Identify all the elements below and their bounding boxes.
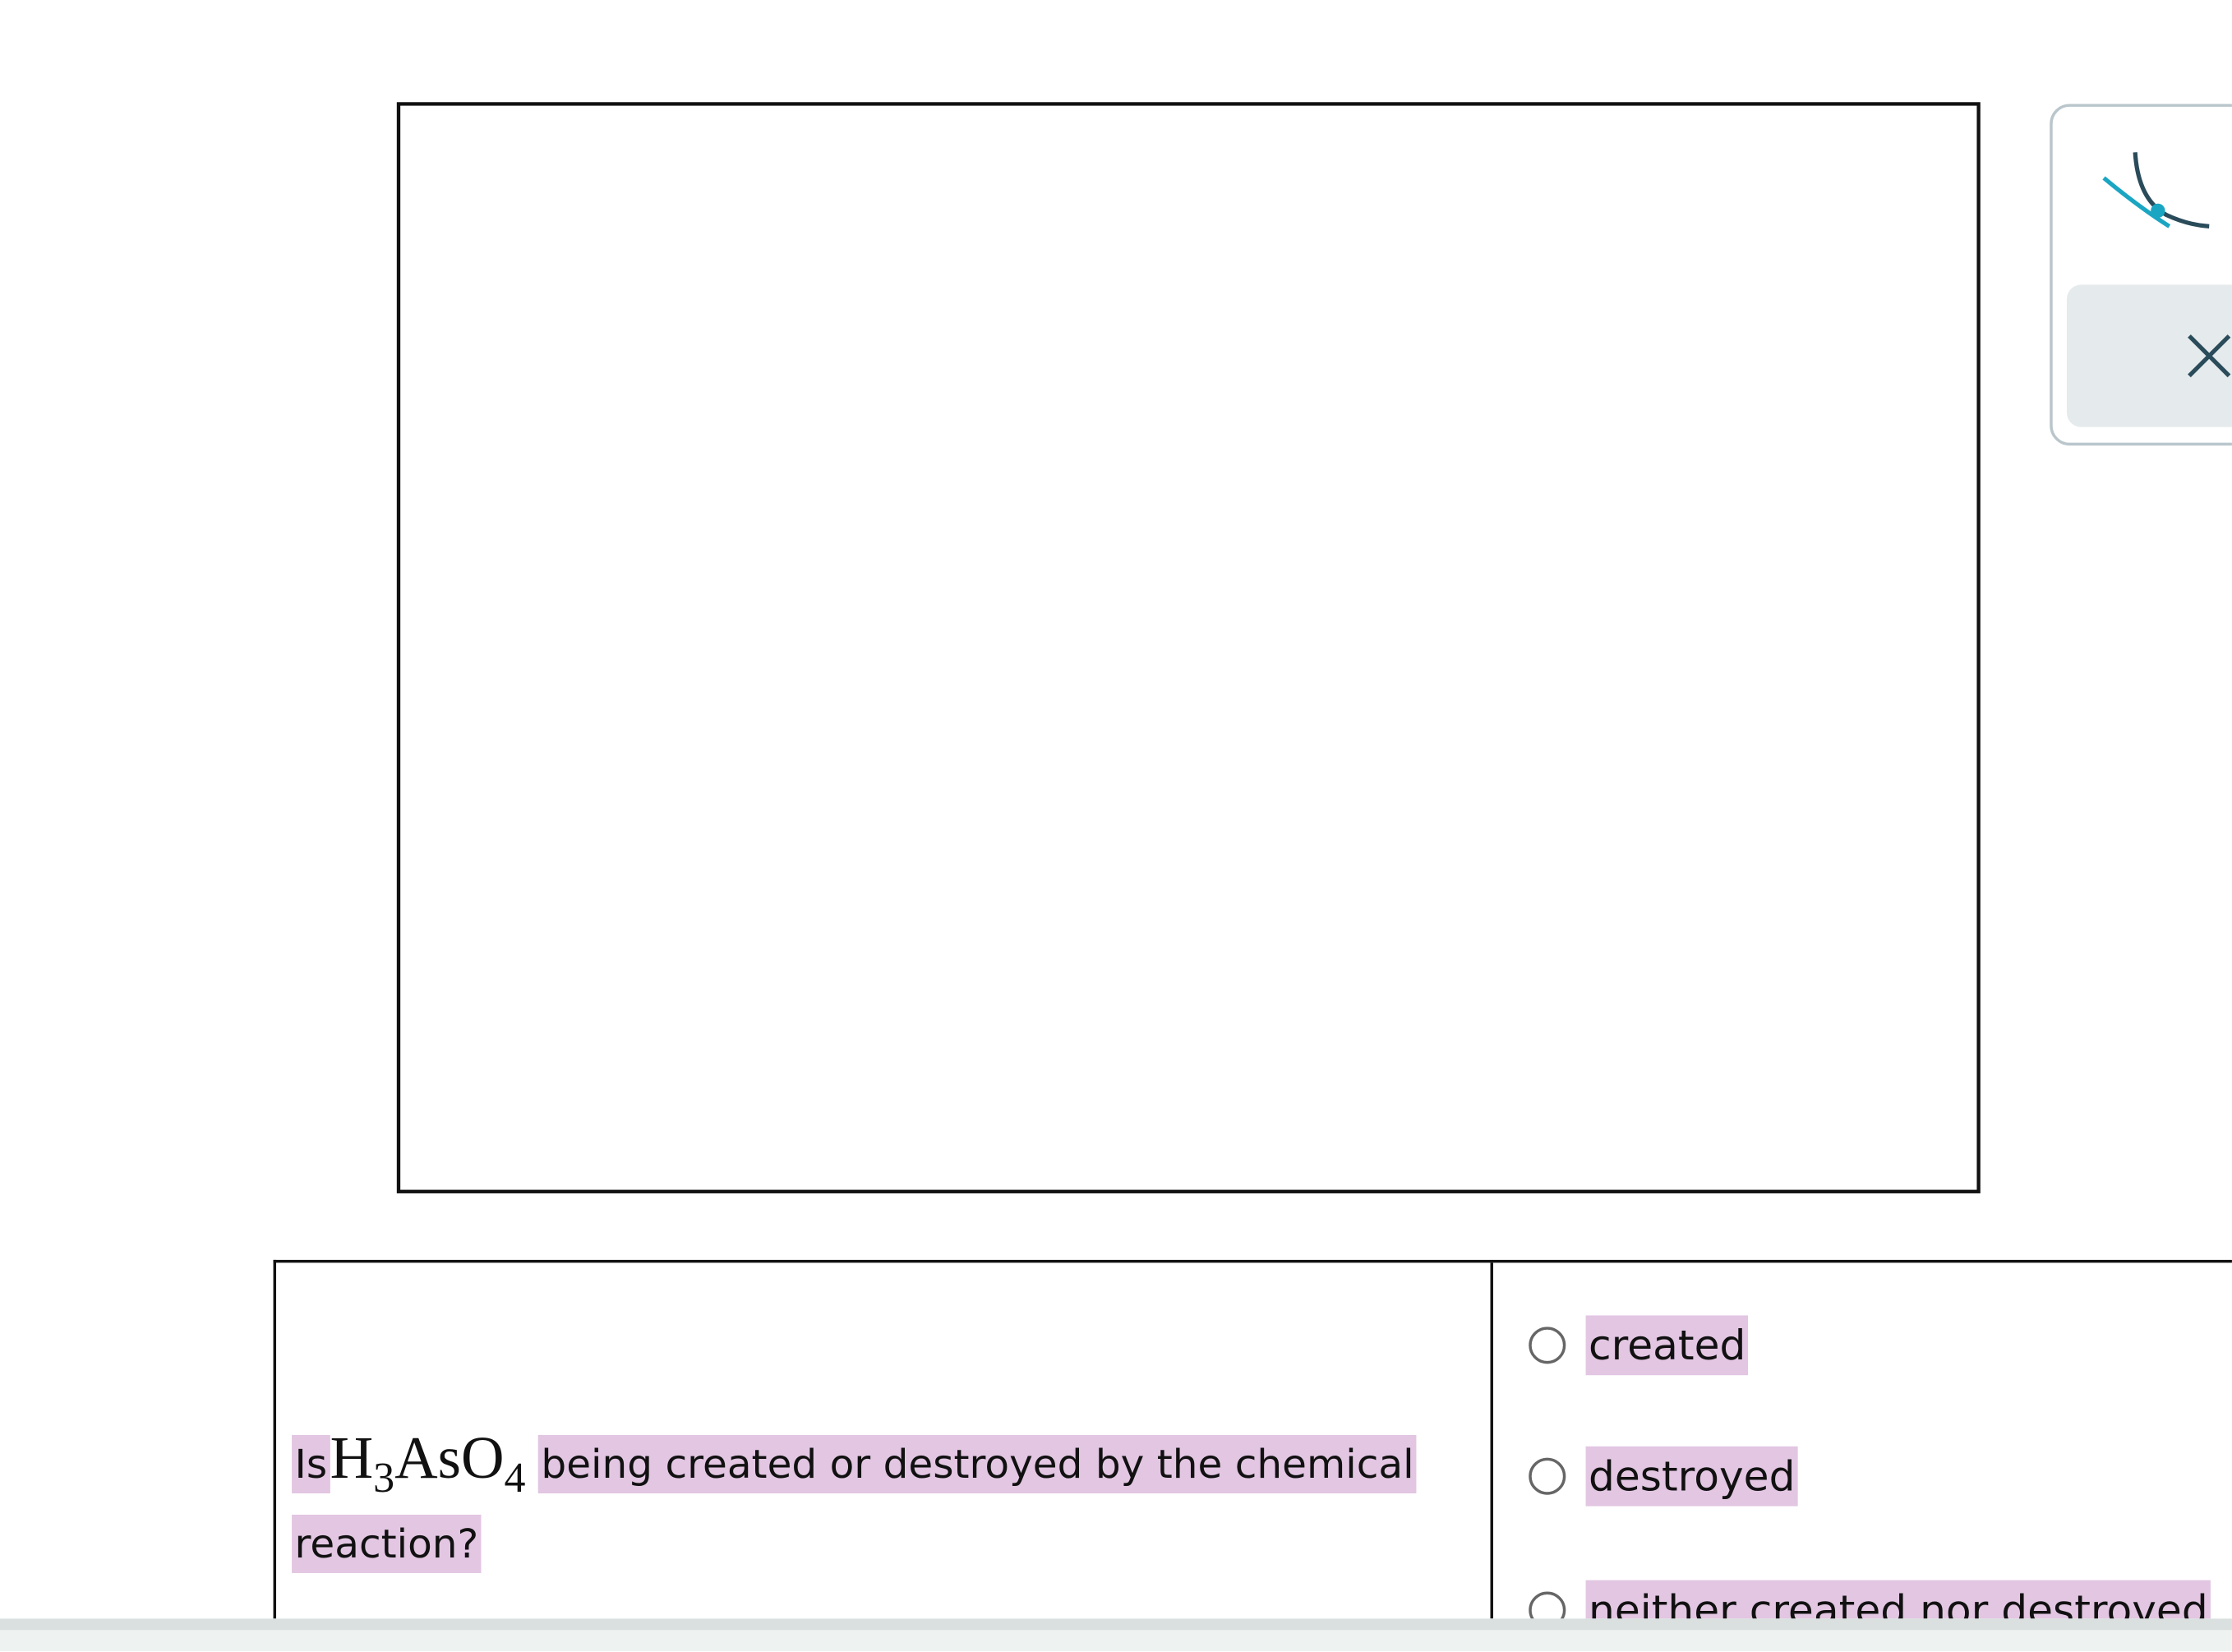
chart: M seconds 0501001502002503000.050.100.15… bbox=[396, 102, 1981, 1193]
formula-part: H bbox=[330, 1426, 374, 1493]
question-text: reaction? bbox=[292, 1514, 482, 1573]
question: IsH3AsO4 being created or destroyed by t… bbox=[292, 1419, 1459, 1585]
chart-frame bbox=[396, 102, 1981, 1193]
close-icon bbox=[2188, 334, 2231, 378]
bottom-bar bbox=[0, 1618, 2232, 1652]
option[interactable]: neither created nor destroyed bbox=[1529, 1580, 2211, 1619]
divider bbox=[1490, 1262, 1493, 1619]
formula-sub: 3 bbox=[373, 1455, 395, 1502]
option-label: destroyed bbox=[1585, 1446, 1798, 1507]
curve-tool-icon[interactable] bbox=[2096, 136, 2232, 278]
option[interactable]: created bbox=[1529, 1315, 1749, 1376]
radio-button[interactable] bbox=[1529, 1457, 1566, 1495]
clear-button[interactable] bbox=[2067, 284, 2232, 427]
question-text: Is bbox=[292, 1434, 330, 1493]
radio-button[interactable] bbox=[1529, 1327, 1566, 1364]
formula-sub: 4 bbox=[504, 1455, 526, 1502]
option-label: neither created nor destroyed bbox=[1585, 1580, 2211, 1619]
formula: H3AsO4 bbox=[330, 1426, 526, 1500]
formula-part: AsO bbox=[394, 1426, 505, 1493]
option-label: created bbox=[1585, 1315, 1749, 1376]
option[interactable]: destroyed bbox=[1529, 1446, 1798, 1507]
question-table: IsH3AsO4 being created or destroyed by t… bbox=[273, 1259, 2232, 1619]
question-text: being created or destroyed by the chemic… bbox=[537, 1434, 1418, 1493]
radio-button[interactable] bbox=[1529, 1591, 1566, 1619]
